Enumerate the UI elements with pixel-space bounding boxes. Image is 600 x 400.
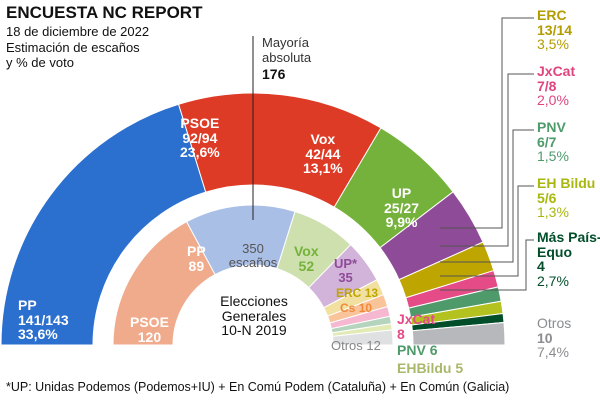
label-jxcat-survey: JxCat 7/8 2,0% [537, 63, 576, 109]
leader-line [440, 17, 534, 229]
label-up-survey: UP 25/27 9,9% [384, 185, 420, 231]
majority-label-2: absoluta [262, 50, 312, 65]
label-up-2019: UP* 35 [334, 256, 358, 285]
label-jxcat-2019: JxCat 8 [397, 311, 436, 342]
label-otros-2019: Otros 12 [331, 338, 381, 353]
label-psoe-survey: PSOE 92/94 23,6% [180, 115, 220, 161]
inner-title: Elecciones Generales 10-N 2019 [220, 293, 288, 339]
label-pp-survey: PP 141/143 33,6% [18, 297, 69, 343]
election-2019-segment-otros [331, 329, 394, 346]
label-psoe-2019: PSOE 120 [130, 314, 169, 345]
leader-line [440, 73, 534, 247]
survey-segment-otros [411, 321, 506, 346]
survey-segment-pp [0, 103, 207, 346]
label-pnv-2019: PNV 6 [397, 342, 438, 358]
chart-subtitle: 18 de diciembre de 2022 [6, 24, 150, 39]
label-erc-survey: ERC 13/14 3,5% [537, 7, 573, 53]
label-cs-2019: Cs 10 [340, 301, 373, 315]
majority-value: 176 [262, 66, 286, 82]
label-otros-survey: Otros 10 7,4% [537, 315, 572, 361]
leader-line [440, 239, 534, 291]
label-maspais-survey: Más País- Equo 4 2,7% [537, 229, 600, 290]
majority-label-1: Mayoría [262, 35, 309, 50]
label-ehbildu-survey: EH Bildu 5/6 1,3% [537, 175, 596, 221]
leader-line [440, 185, 534, 277]
label-pp-2019: PP 89 [187, 243, 206, 274]
label-vox-2019: Vox 52 [294, 243, 319, 274]
label-pnv-survey: PNV 6/7 1,5% [537, 119, 569, 165]
label-erc-2019: ERC 13 [336, 286, 379, 300]
total-seats-label: 350 escaños [228, 241, 278, 270]
leader-line [440, 129, 534, 263]
chart-description: Estimación de escaños y % de voto [6, 40, 140, 70]
label-ehbildu-2019: EHBildu 5 [397, 360, 464, 376]
label-vox-survey: Vox 42/44 13,1% [303, 131, 343, 177]
chart-title: ENCUESTA NC REPORT [6, 3, 203, 22]
footnote: *UP: Unidas Podemos (Podemos+IU) + En Co… [6, 380, 510, 394]
